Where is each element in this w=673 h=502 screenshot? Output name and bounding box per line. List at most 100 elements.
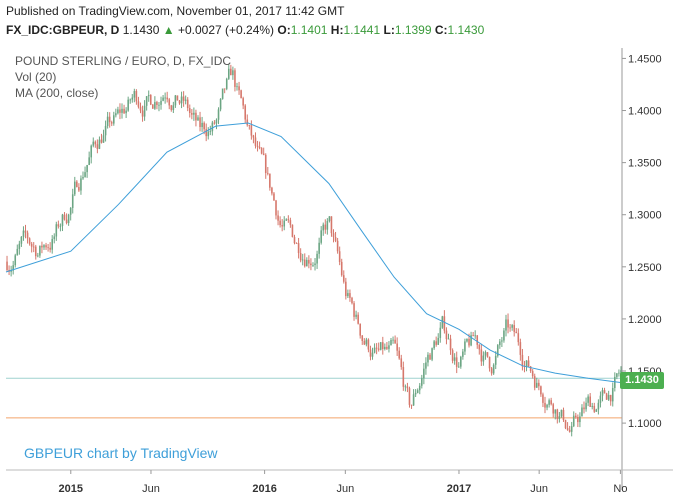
close-value: 1.1430	[447, 23, 485, 37]
candle-body	[293, 236, 296, 244]
chart-frame[interactable]: 1.10001.15001.20001.25001.30001.35001.40…	[0, 42, 673, 502]
candle-body	[410, 404, 413, 406]
candle-body	[451, 350, 454, 361]
candle-body	[211, 122, 214, 132]
candle-body	[332, 233, 335, 238]
candle-body	[199, 117, 201, 127]
watermark-text: GBPEUR chart by TradingView	[24, 445, 218, 461]
open-value: 1.1401	[290, 23, 328, 37]
candle-body	[28, 238, 31, 244]
candle-body	[540, 386, 542, 395]
candle-body	[170, 105, 173, 111]
candle-body	[213, 122, 216, 124]
candle-body	[172, 105, 175, 111]
candle-body	[371, 352, 374, 357]
candle-body	[230, 68, 232, 76]
candle-body	[314, 263, 316, 266]
candle-body	[258, 146, 261, 149]
candle-body	[476, 335, 479, 345]
candle-body	[275, 200, 277, 216]
candle-body	[51, 239, 53, 250]
candle-body	[548, 400, 550, 405]
candle-body	[285, 219, 288, 221]
candle-body	[225, 78, 228, 89]
candle-body	[281, 225, 283, 227]
candle-body	[462, 351, 464, 357]
candle-body	[377, 348, 380, 350]
candle-body	[416, 390, 419, 393]
y-tick-label: 1.3500	[628, 158, 662, 170]
candle-body	[552, 404, 555, 414]
candle-body	[517, 333, 520, 343]
candle-body	[599, 395, 602, 403]
candle-body	[554, 409, 557, 414]
high-label: H:	[330, 23, 344, 37]
legend-moving-average[interactable]: MA (200, close)	[15, 86, 99, 100]
x-tick-label: 2017	[447, 483, 471, 495]
candle-body	[246, 119, 249, 126]
candle-body	[357, 314, 359, 324]
candle-body	[589, 396, 591, 407]
candle-body	[90, 145, 93, 158]
candle-body	[55, 224, 58, 237]
candle-body	[564, 419, 567, 429]
candle-body	[490, 368, 493, 374]
candle-body	[209, 131, 212, 133]
candle-body	[310, 263, 312, 266]
candle-body	[556, 409, 559, 419]
candle-body	[80, 178, 82, 191]
change-value: +0.0027 (+0.24%)	[177, 23, 275, 37]
candle-body	[57, 224, 60, 227]
candle-body	[334, 237, 337, 241]
candle-body	[429, 354, 431, 360]
candle-body	[232, 70, 234, 76]
candle-body	[460, 356, 462, 367]
candle-body	[591, 405, 594, 407]
candle-body	[328, 216, 331, 222]
candle-body	[421, 378, 423, 386]
candle-body	[474, 335, 476, 337]
candle-body	[326, 221, 329, 230]
candle-body	[24, 230, 27, 233]
candle-body	[398, 350, 401, 359]
candle-body	[614, 376, 616, 388]
candle-body	[616, 373, 618, 377]
candle-body	[180, 96, 183, 104]
candle-body	[137, 101, 140, 107]
candle-body	[379, 342, 382, 350]
candle-body	[322, 224, 325, 231]
candle-body	[367, 339, 370, 350]
legend-volume[interactable]: Vol (20)	[15, 70, 57, 84]
candle-body	[431, 348, 433, 360]
up-arrow-icon: ▲	[162, 23, 175, 37]
candle-body	[143, 105, 146, 117]
candle-body	[279, 220, 281, 226]
candle-body	[156, 102, 158, 105]
legend-title: POUND STERLING / EURO, D, FX_IDC	[15, 54, 232, 68]
candle-body	[186, 99, 189, 109]
candle-body	[193, 112, 195, 115]
candle-body	[499, 341, 501, 346]
x-tick-label: Jun	[336, 483, 354, 495]
candle-body	[306, 259, 308, 267]
y-tick-label: 1.4000	[628, 106, 662, 118]
low-label: L:	[383, 23, 395, 37]
candle-body	[164, 97, 166, 99]
candle-body	[147, 94, 150, 97]
candle-body	[182, 96, 185, 101]
candle-body	[595, 409, 598, 412]
candle-body	[267, 172, 269, 174]
candle-body	[320, 230, 322, 243]
candle-body	[603, 390, 606, 394]
candle-body	[76, 181, 78, 188]
high-value: 1.1441	[343, 23, 381, 37]
price-chart[interactable]: 1.10001.15001.20001.25001.30001.35001.40…	[0, 42, 673, 502]
candle-body	[61, 214, 64, 226]
candle-body	[572, 415, 575, 427]
candle-body	[609, 395, 612, 402]
candle-body	[441, 316, 444, 328]
candle-body	[299, 253, 302, 261]
candle-body	[418, 385, 421, 391]
candle-body	[507, 319, 509, 328]
candle-body	[277, 215, 279, 221]
